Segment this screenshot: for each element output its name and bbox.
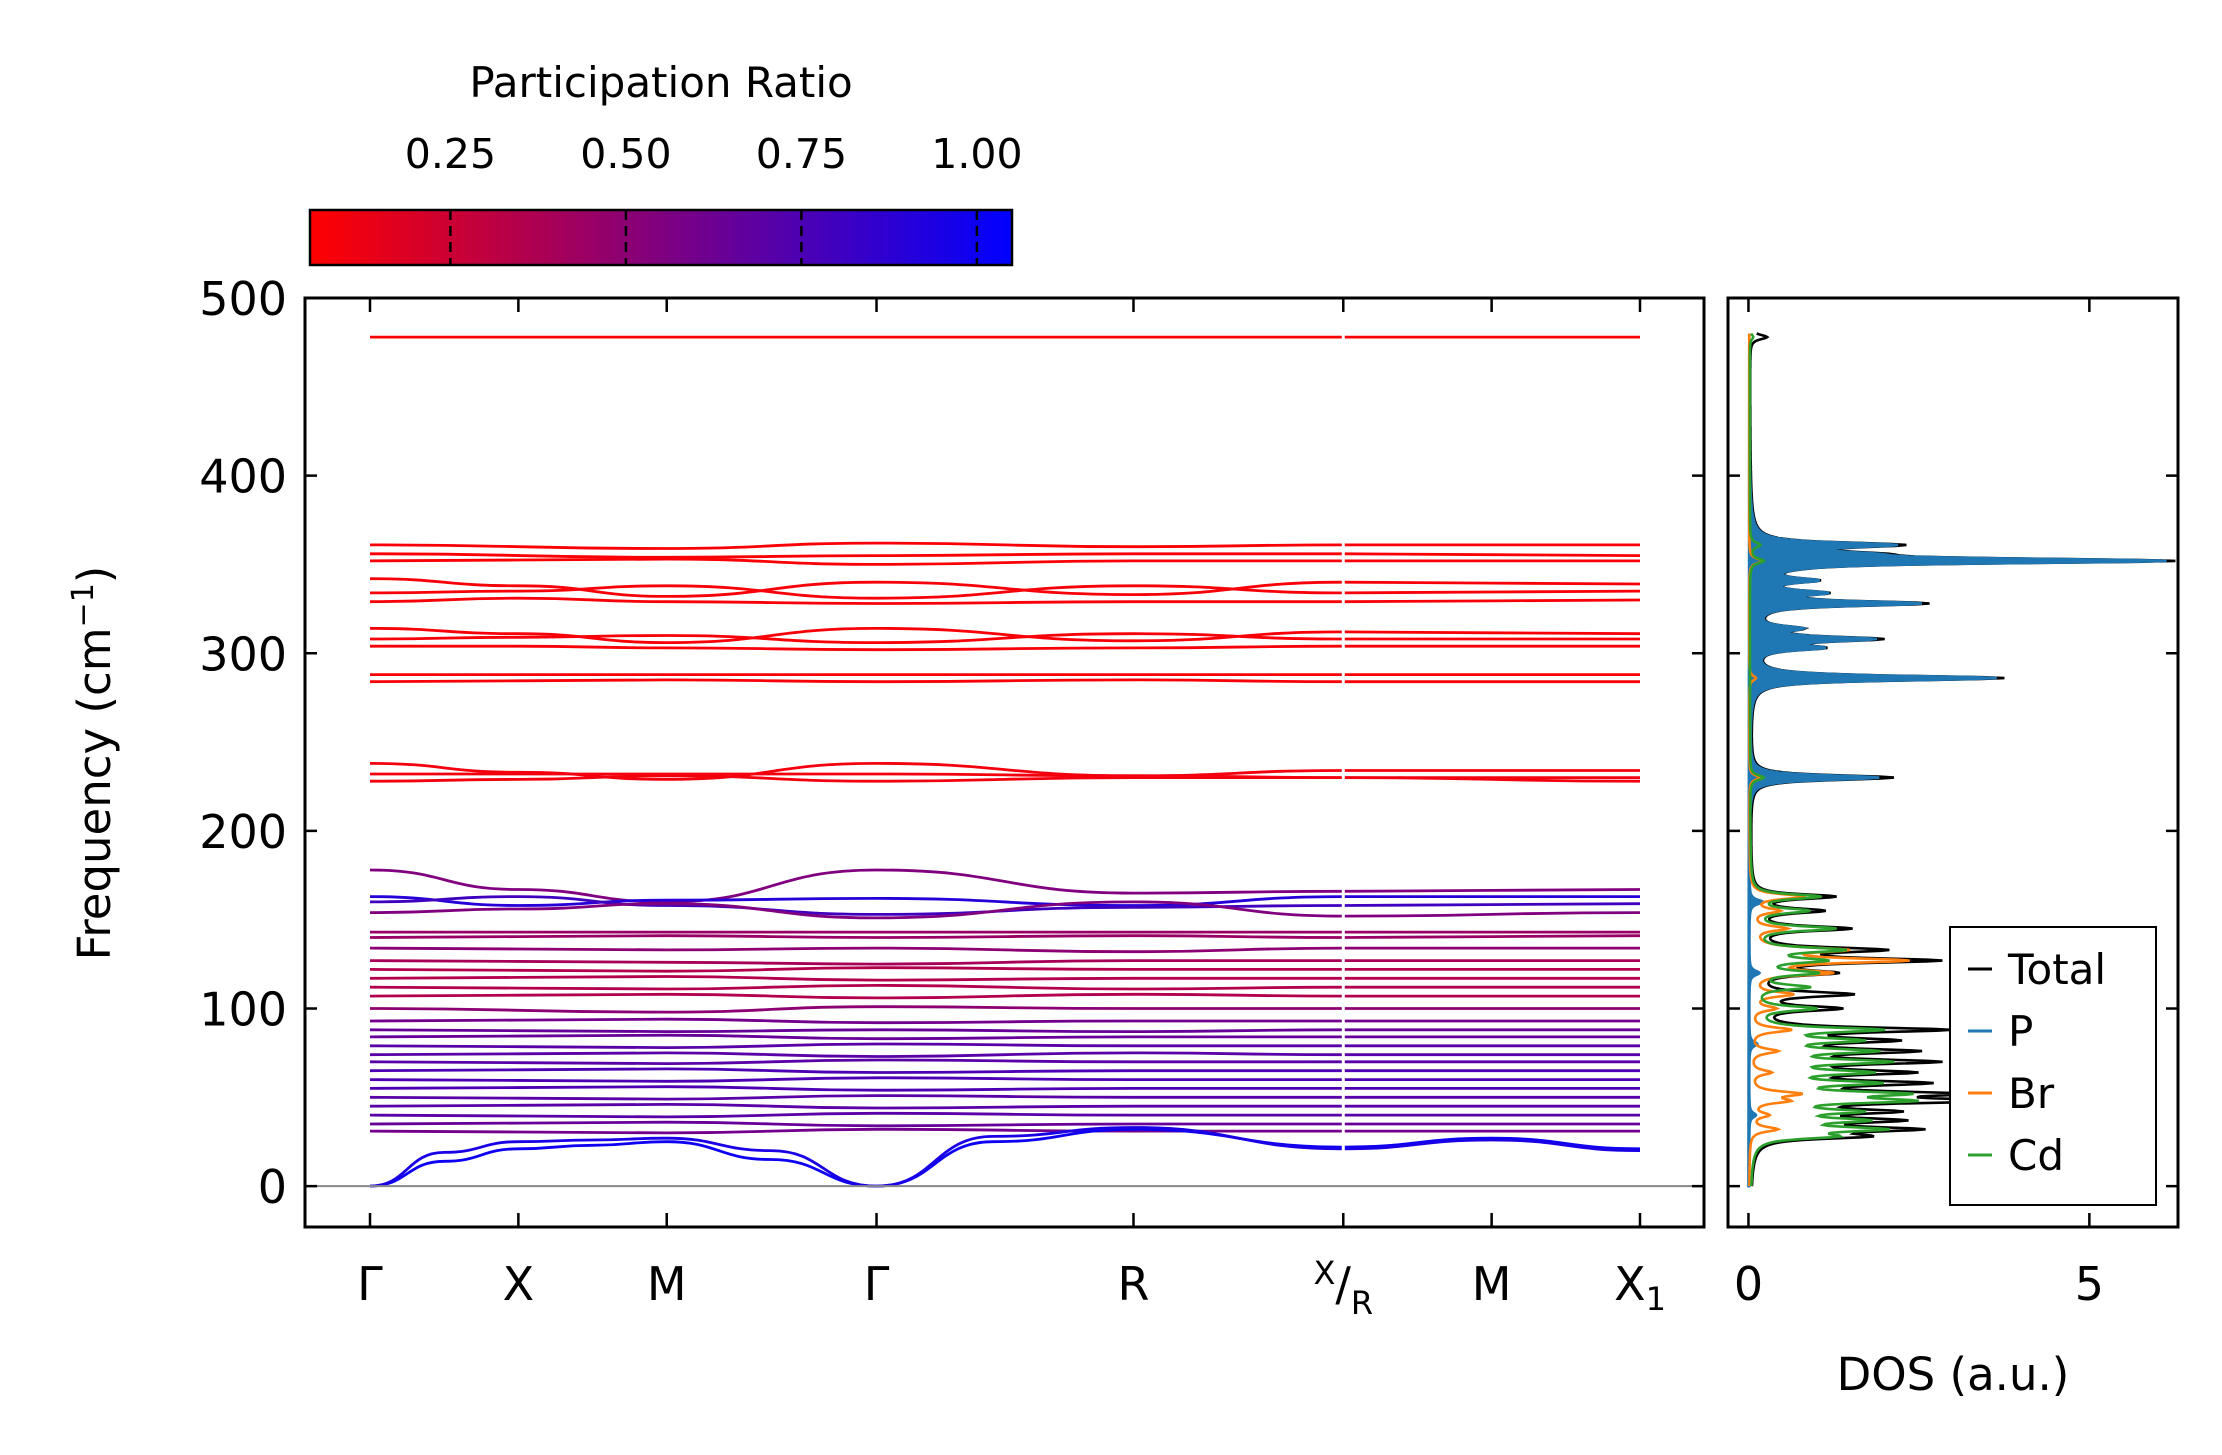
band-low-25 (369, 1111, 1640, 1119)
band-low-22 (369, 1085, 1640, 1092)
y-tick-label: 100 (199, 983, 287, 1037)
band-acoustic-1 (369, 1127, 1641, 1188)
band-lines (305, 318, 1704, 1188)
band-low-19 (369, 1058, 1640, 1066)
band-low-17 (369, 1042, 1640, 1050)
band-P-mode-6 (370, 644, 1640, 652)
x-tick-label: X1 (1614, 1257, 1666, 1318)
band-P-mode-5 (369, 632, 1640, 645)
band-low-21 (369, 1076, 1640, 1083)
band-P-mode-3 (369, 596, 1641, 605)
dos-plot-frame (1726, 296, 2180, 1229)
band-Br-stretch-1 (369, 541, 1640, 550)
legend-label-Cd: Cd (2008, 1131, 2064, 1180)
colorbar-gradient (308, 208, 1014, 267)
colorbar-tick-label: 1.00 (931, 130, 1022, 178)
x-tick-label: Γ (864, 1257, 890, 1311)
colorbar-title: Participation Ratio (469, 58, 852, 107)
dos-line-Cd (1748, 332, 1920, 1187)
band-low-14 (369, 1017, 1640, 1025)
band-low-7 (369, 946, 1640, 954)
band-low-18 (369, 1051, 1640, 1058)
band-P-mode-4 (369, 626, 1641, 645)
x-tick-label: X/R (1313, 1254, 1373, 1322)
x-tick-label: Γ (357, 1257, 383, 1311)
band-mid-3 (369, 774, 1641, 783)
dos-x-tick-label: 0 (1734, 1257, 1763, 1311)
band-P-mode-1 (369, 577, 1641, 598)
band-low-12 (369, 992, 1640, 1000)
band-low-27 (369, 1127, 1640, 1135)
band-low-3 (369, 895, 1641, 916)
dos-x-tick-label: 5 (2075, 1257, 2104, 1311)
y-axis-label: Frequency (cm−1) (66, 566, 121, 961)
band-low-11 (369, 983, 1640, 991)
band-mid-1 (369, 761, 1640, 781)
band-low-13 (369, 1005, 1640, 1014)
band-low-26 (369, 1120, 1640, 1128)
dos-lines (1747, 332, 2176, 1188)
dos-legend: Total P Br Cd (1949, 926, 2157, 1206)
band-low-10 (369, 975, 1640, 982)
band-acoustic-2 (369, 1126, 1641, 1188)
band-axes: 0 100 200 300 400 500 Γ X M Γ R X/R M X1 (199, 272, 1704, 1322)
band-low-1 (369, 868, 1641, 904)
y-tick-label: 300 (199, 627, 287, 681)
dos-x-axis-label: DOS (a.u.) (1837, 1348, 2070, 1401)
band-Br-stretch-3 (369, 557, 1640, 566)
y-tick-label: 400 (199, 450, 287, 504)
legend-frame (1949, 926, 2157, 1206)
colorbar-tick-label: 0.75 (756, 130, 847, 178)
x-tick-label: R (1117, 1257, 1149, 1311)
y-tick-label: 200 (199, 805, 287, 859)
band-low-23 (369, 1094, 1640, 1101)
band-low-24 (369, 1102, 1640, 1110)
legend-label-Total: Total (2007, 945, 2106, 994)
band-low-6 (369, 934, 1641, 939)
legend-label-P: P (2008, 1007, 2033, 1056)
y-tick-label: 500 (199, 272, 287, 326)
x-tick-label: M (647, 1257, 687, 1311)
colorbar-tick-label: 0.25 (405, 130, 496, 178)
band-structure-panel: 0 100 200 300 400 500 Γ X M Γ R X/R M X1 Frequency (c… (66, 272, 1706, 1322)
legend-label-Br: Br (2008, 1069, 2055, 1118)
band-low-20 (369, 1067, 1640, 1074)
y-tick-label: 0 (258, 1160, 287, 1214)
band-P-mode-8 (369, 678, 1640, 684)
band-low-4 (369, 900, 1641, 920)
colorbar-tick-label: 0.50 (580, 130, 671, 178)
x-tick-label: M (1472, 1257, 1512, 1311)
band-Br-stretch-2 (369, 552, 1641, 559)
x-tick-label: X (503, 1257, 535, 1311)
band-low-15 (369, 1028, 1640, 1034)
band-low-8 (369, 959, 1640, 966)
band-plot-frame (303, 296, 1706, 1229)
colorbar-ticks: 0.25 0.50 0.75 1.00 (405, 130, 1023, 265)
band-low-16 (369, 1033, 1640, 1041)
band-mid-2 (369, 772, 1640, 780)
colorbar: Participation Ratio 0.25 0.50 0.75 1.00 (308, 58, 1023, 267)
band-low-2 (369, 895, 1640, 907)
band-low-9 (369, 966, 1640, 973)
band-P-mode-2 (369, 584, 1641, 600)
